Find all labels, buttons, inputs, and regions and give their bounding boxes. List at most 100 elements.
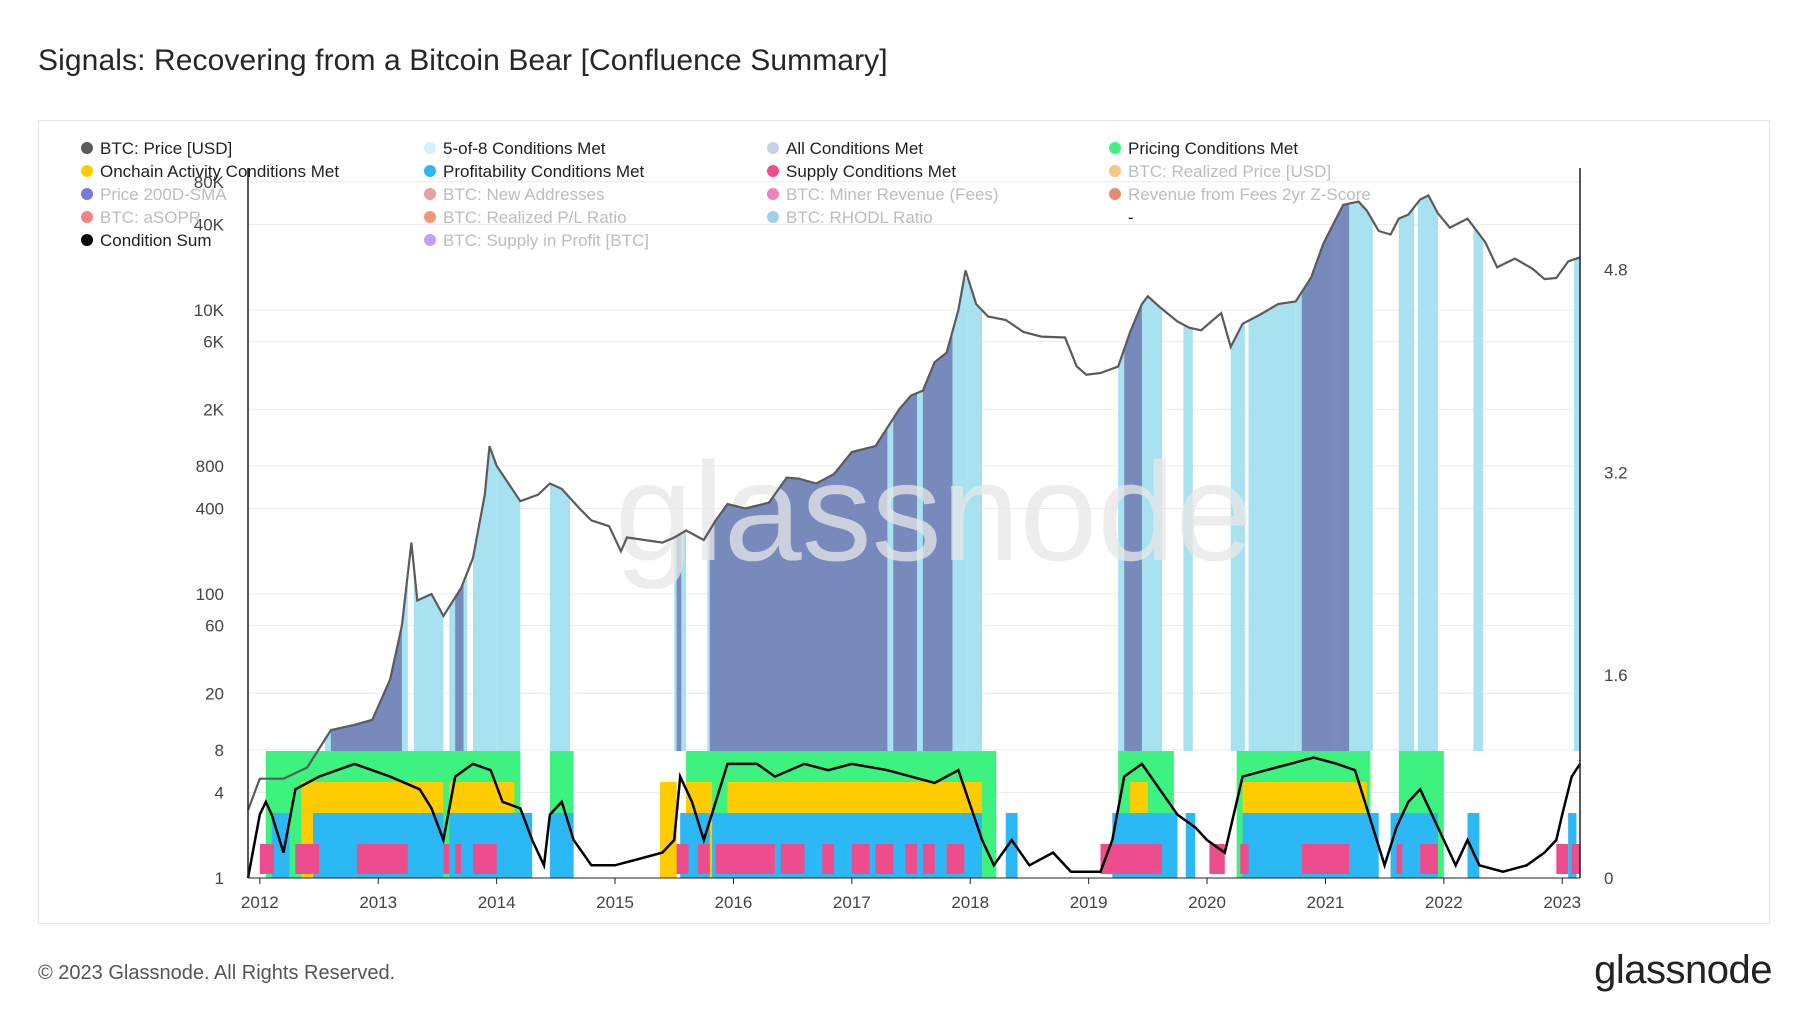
- legend-item[interactable]: BTC: Miner Revenue (Fees): [767, 185, 999, 204]
- supply-rect: [295, 844, 320, 874]
- legend-marker-icon: [424, 165, 436, 177]
- x-tick-label: 2015: [596, 893, 634, 912]
- y-left-tick-label: 10K: [194, 301, 225, 320]
- legend-item[interactable]: Profitability Conditions Met: [424, 162, 645, 181]
- five-of-eight-area: [967, 277, 983, 751]
- legend-marker-icon: [767, 165, 779, 177]
- y-left-tick-label: 20: [205, 684, 224, 703]
- all-conditions-area: [1124, 304, 1142, 751]
- legend-label: All Conditions Met: [786, 139, 923, 158]
- supply-rect: [676, 844, 689, 874]
- legend-item[interactable]: Supply Conditions Met: [767, 162, 956, 181]
- x-tick-label: 2020: [1188, 893, 1226, 912]
- legend-item[interactable]: BTC: New Addresses: [424, 185, 605, 204]
- supply-rect: [1396, 844, 1403, 874]
- legend-label: 5-of-8 Conditions Met: [443, 139, 606, 158]
- supply-rect: [1301, 844, 1350, 874]
- y-right-tick-label: 1.6: [1604, 666, 1628, 685]
- x-tick-label: 2019: [1070, 893, 1108, 912]
- legend-item[interactable]: BTC: aSOPR: [81, 208, 201, 227]
- y-right-tick-label: 0: [1604, 869, 1613, 888]
- supply-rect: [715, 844, 775, 874]
- supply-rect: [472, 844, 497, 874]
- legend-marker-icon: [1109, 142, 1121, 154]
- legend-label: Condition Sum: [100, 231, 212, 250]
- legend-item[interactable]: Revenue from Fees 2yr Z-Score: [1109, 185, 1371, 204]
- y-left-tick-label: 4: [215, 784, 224, 803]
- y-left-tick-label: 40K: [194, 216, 225, 235]
- supply-rect: [946, 844, 965, 874]
- y-right-tick-label: 3.2: [1604, 463, 1628, 482]
- all-conditions-area: [709, 477, 805, 751]
- supply-rect: [356, 844, 408, 874]
- supply-rect: [1240, 844, 1249, 874]
- all-conditions-area: [330, 625, 402, 751]
- legend-item[interactable]: Condition Sum: [81, 231, 212, 250]
- legend-label: -: [1128, 208, 1134, 227]
- five-of-eight-area: [1248, 301, 1296, 751]
- profitability-rect: [1005, 813, 1018, 878]
- legend-item[interactable]: 5-of-8 Conditions Met: [424, 139, 606, 158]
- five-of-eight-area: [1417, 195, 1438, 752]
- supply-rect: [455, 844, 462, 874]
- y-left-tick-label: 2K: [203, 400, 224, 419]
- y-left-tick-label: 6K: [203, 333, 224, 352]
- legend-marker-icon: [424, 188, 436, 200]
- y-left-tick-label: 1: [215, 869, 224, 888]
- legend-label: BTC: Realized Price [USD]: [1128, 162, 1331, 181]
- legend-label: Price 200D-SMA: [100, 185, 227, 204]
- glassnode-logo: glassnode: [1594, 948, 1772, 992]
- legend-label: BTC: Price [USD]: [100, 139, 232, 158]
- legend-item[interactable]: -: [1128, 208, 1134, 227]
- legend-label: Profitability Conditions Met: [443, 162, 645, 181]
- legend-item[interactable]: BTC: Realized Price [USD]: [1109, 162, 1331, 181]
- legend-marker-icon: [1109, 188, 1121, 200]
- supply-rect: [1420, 844, 1438, 874]
- five-of-eight-area: [1574, 257, 1580, 751]
- watermark: glassnode: [615, 433, 1253, 590]
- x-tick-label: 2022: [1425, 893, 1463, 912]
- supply-rect: [259, 844, 275, 874]
- legend-label: Onchain Activity Conditions Met: [100, 162, 339, 181]
- five-of-eight-area: [1183, 324, 1193, 751]
- all-conditions-area: [804, 427, 888, 751]
- legend-marker-icon: [81, 142, 93, 154]
- legend-marker-icon: [767, 142, 779, 154]
- legend-marker-icon: [81, 211, 93, 223]
- legend-item[interactable]: BTC: Supply in Profit [BTC]: [424, 231, 649, 250]
- legend-label: BTC: Realized P/L Ratio: [443, 208, 627, 227]
- chart-frame: [38, 120, 1770, 924]
- supply-rect: [443, 844, 450, 874]
- legend-item[interactable]: Onchain Activity Conditions Met: [81, 162, 339, 181]
- legend-marker-icon: [81, 234, 93, 246]
- legend-item[interactable]: BTC: RHODL Ratio: [767, 208, 933, 227]
- legend-item[interactable]: BTC: Realized P/L Ratio: [424, 208, 627, 227]
- legend-label: Pricing Conditions Met: [1128, 139, 1298, 158]
- legend-item[interactable]: BTC: Price [USD]: [81, 139, 232, 158]
- x-tick-label: 2014: [478, 893, 516, 912]
- all-conditions-area: [676, 533, 682, 751]
- legend-marker-icon: [1109, 165, 1121, 177]
- all-conditions-columns: [330, 203, 1350, 752]
- legend: BTC: Price [USD] 5-of-8 Conditions Met All…: [81, 139, 1371, 250]
- y-right-tick-label: 4.8: [1604, 260, 1628, 279]
- x-tick-label: 2012: [241, 893, 279, 912]
- legend-item[interactable]: Pricing Conditions Met: [1109, 139, 1298, 158]
- legend-label: BTC: Miner Revenue (Fees): [786, 185, 999, 204]
- supply-rect: [1209, 844, 1225, 874]
- all-conditions-area: [893, 393, 917, 751]
- legend-item[interactable]: Price 200D-SMA: [81, 185, 227, 204]
- x-tick-label: 2016: [715, 893, 753, 912]
- five-of-eight-area: [1398, 207, 1415, 751]
- legend-label: Revenue from Fees 2yr Z-Score: [1128, 185, 1371, 204]
- legend-label: BTC: New Addresses: [443, 185, 605, 204]
- price-line: [246, 194, 1581, 811]
- legend-item[interactable]: All Conditions Met: [767, 139, 923, 158]
- five-of-eight-area: [473, 446, 497, 751]
- legend-label: BTC: aSOPR: [100, 208, 201, 227]
- supply-rect: [922, 844, 935, 874]
- supply-band: [259, 844, 1580, 874]
- onchain_activity-rect: [660, 782, 677, 878]
- x-tick-label: 2018: [951, 893, 989, 912]
- five-of-eight-area: [549, 483, 570, 751]
